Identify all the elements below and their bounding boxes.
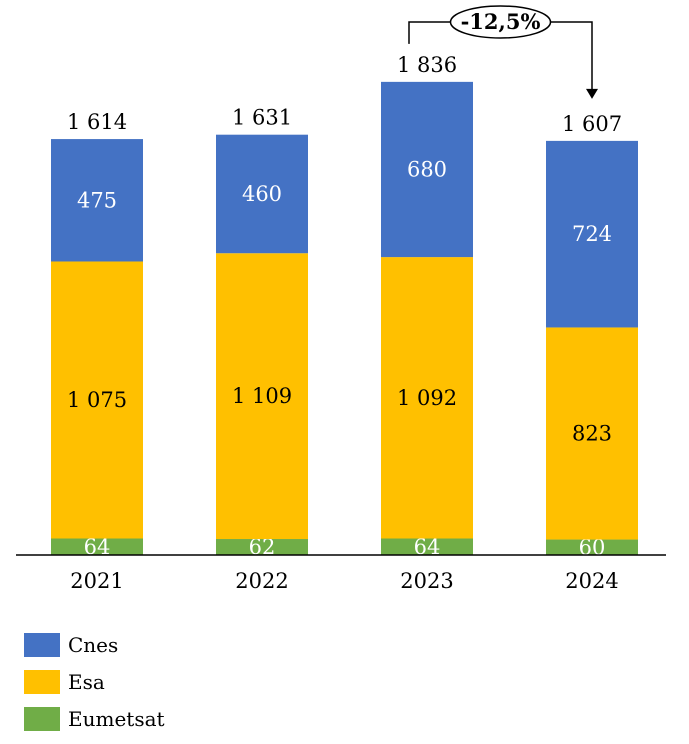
- annotation-ellipse: [449, 5, 552, 39]
- bar-eumetsat-2024: [546, 539, 638, 555]
- legend-swatch-eumetsat: [24, 706, 60, 731]
- total-label-2023: 1 836: [397, 53, 457, 77]
- bar-esa-2023: [381, 257, 473, 539]
- x-tick-label-2024: 2024: [565, 569, 618, 593]
- bar-cnes-2024: [546, 140, 638, 328]
- total-label-2022: 1 631: [232, 106, 292, 130]
- bar-eumetsat-2022: [216, 539, 308, 555]
- data-label-esa-2024: 823: [572, 421, 612, 445]
- total-label-2021: 1 614: [67, 110, 127, 134]
- bar-eumetsat-2023: [381, 538, 473, 555]
- legend-item-eumetsat: Eumetsat: [24, 700, 165, 737]
- data-label-esa-2023: 1 092: [397, 386, 457, 410]
- x-tick-label-2023: 2023: [400, 569, 453, 593]
- annotation-label: -12,5%: [461, 9, 541, 34]
- bar-cnes-2022: [216, 134, 308, 254]
- legend-label-esa: Esa: [68, 669, 105, 694]
- data-label-cnes-2022: 460: [242, 182, 282, 206]
- legend-label-cnes: Cnes: [68, 632, 119, 657]
- bar-esa-2021: [51, 261, 143, 539]
- legend-swatch-cnes: [24, 632, 60, 657]
- bar-esa-2022: [216, 253, 308, 540]
- data-label-cnes-2023: 680: [407, 157, 447, 181]
- bar-cnes-2021: [51, 139, 143, 262]
- total-label-2024: 1 607: [562, 112, 622, 136]
- bar-cnes-2023: [381, 81, 473, 258]
- legend-item-esa: Esa: [24, 663, 165, 700]
- bar-esa-2024: [546, 327, 638, 540]
- annotation-arrowhead: [586, 88, 598, 99]
- x-tick-label-2022: 2022: [235, 569, 288, 593]
- legend: Cnes Esa Eumetsat: [24, 626, 165, 737]
- legend-label-eumetsat: Eumetsat: [68, 706, 165, 731]
- data-label-cnes-2021: 475: [77, 188, 117, 212]
- data-label-esa-2022: 1 109: [232, 384, 292, 408]
- bar-eumetsat-2021: [51, 538, 143, 555]
- legend-item-cnes: Cnes: [24, 626, 165, 663]
- data-label-cnes-2024: 724: [572, 222, 612, 246]
- x-tick-label-2021: 2021: [70, 569, 123, 593]
- data-label-esa-2021: 1 075: [67, 388, 127, 412]
- legend-swatch-esa: [24, 669, 60, 694]
